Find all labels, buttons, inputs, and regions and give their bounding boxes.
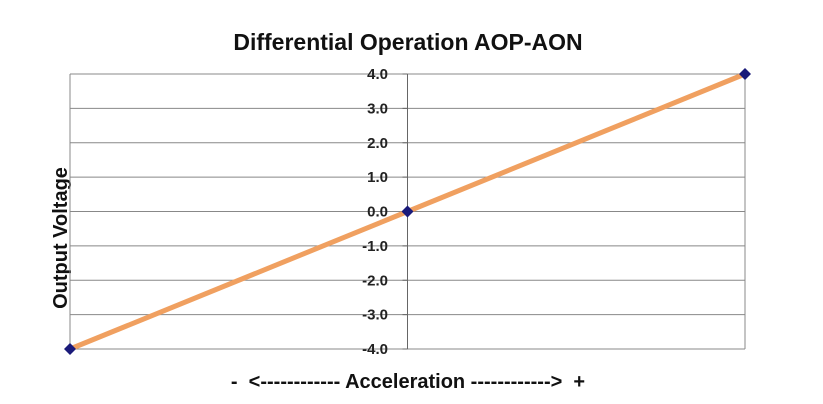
y-tick-label: 1.0 — [367, 169, 388, 186]
y-tick-label: 3.0 — [367, 100, 388, 117]
data-point — [739, 68, 751, 80]
y-tick-label: -1.0 — [362, 238, 388, 255]
y-tick-label: 4.0 — [367, 66, 388, 83]
y-tick-label: -4.0 — [362, 341, 388, 358]
data-point — [401, 205, 414, 218]
y-tick-label: 2.0 — [367, 135, 388, 152]
y-tick-label: -3.0 — [362, 307, 388, 324]
data-point — [64, 343, 76, 355]
y-tick-label: 0.0 — [367, 204, 388, 221]
x-axis-label: - <------------ Acceleration -----------… — [231, 371, 585, 393]
y-axis-label: Output Voltage — [50, 167, 72, 309]
chart-title: Differential Operation AOP-AON — [233, 29, 582, 55]
y-tick-label: -2.0 — [362, 272, 388, 289]
